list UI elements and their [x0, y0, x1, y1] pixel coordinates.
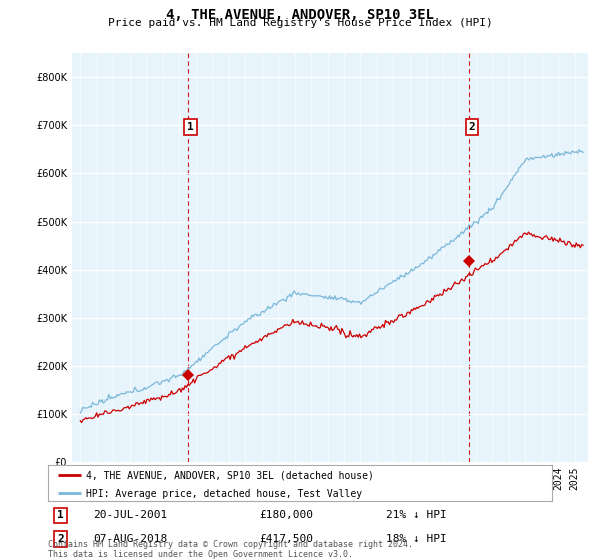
Text: 1: 1	[57, 510, 64, 520]
Text: £417,500: £417,500	[260, 534, 314, 544]
Text: 1: 1	[187, 122, 194, 132]
Text: 2: 2	[469, 122, 475, 132]
Text: 21% ↓ HPI: 21% ↓ HPI	[386, 510, 446, 520]
Text: Price paid vs. HM Land Registry's House Price Index (HPI): Price paid vs. HM Land Registry's House …	[107, 18, 493, 29]
Text: 20-JUL-2001: 20-JUL-2001	[94, 510, 167, 520]
Text: Contains HM Land Registry data © Crown copyright and database right 2024.
This d: Contains HM Land Registry data © Crown c…	[48, 540, 413, 559]
Text: 18% ↓ HPI: 18% ↓ HPI	[386, 534, 446, 544]
Text: £180,000: £180,000	[260, 510, 314, 520]
Text: 4, THE AVENUE, ANDOVER, SP10 3EL: 4, THE AVENUE, ANDOVER, SP10 3EL	[166, 8, 434, 22]
Text: 2: 2	[57, 534, 64, 544]
Text: 07-AUG-2018: 07-AUG-2018	[94, 534, 167, 544]
Text: HPI: Average price, detached house, Test Valley: HPI: Average price, detached house, Test…	[86, 489, 362, 499]
Text: 4, THE AVENUE, ANDOVER, SP10 3EL (detached house): 4, THE AVENUE, ANDOVER, SP10 3EL (detach…	[86, 471, 374, 480]
